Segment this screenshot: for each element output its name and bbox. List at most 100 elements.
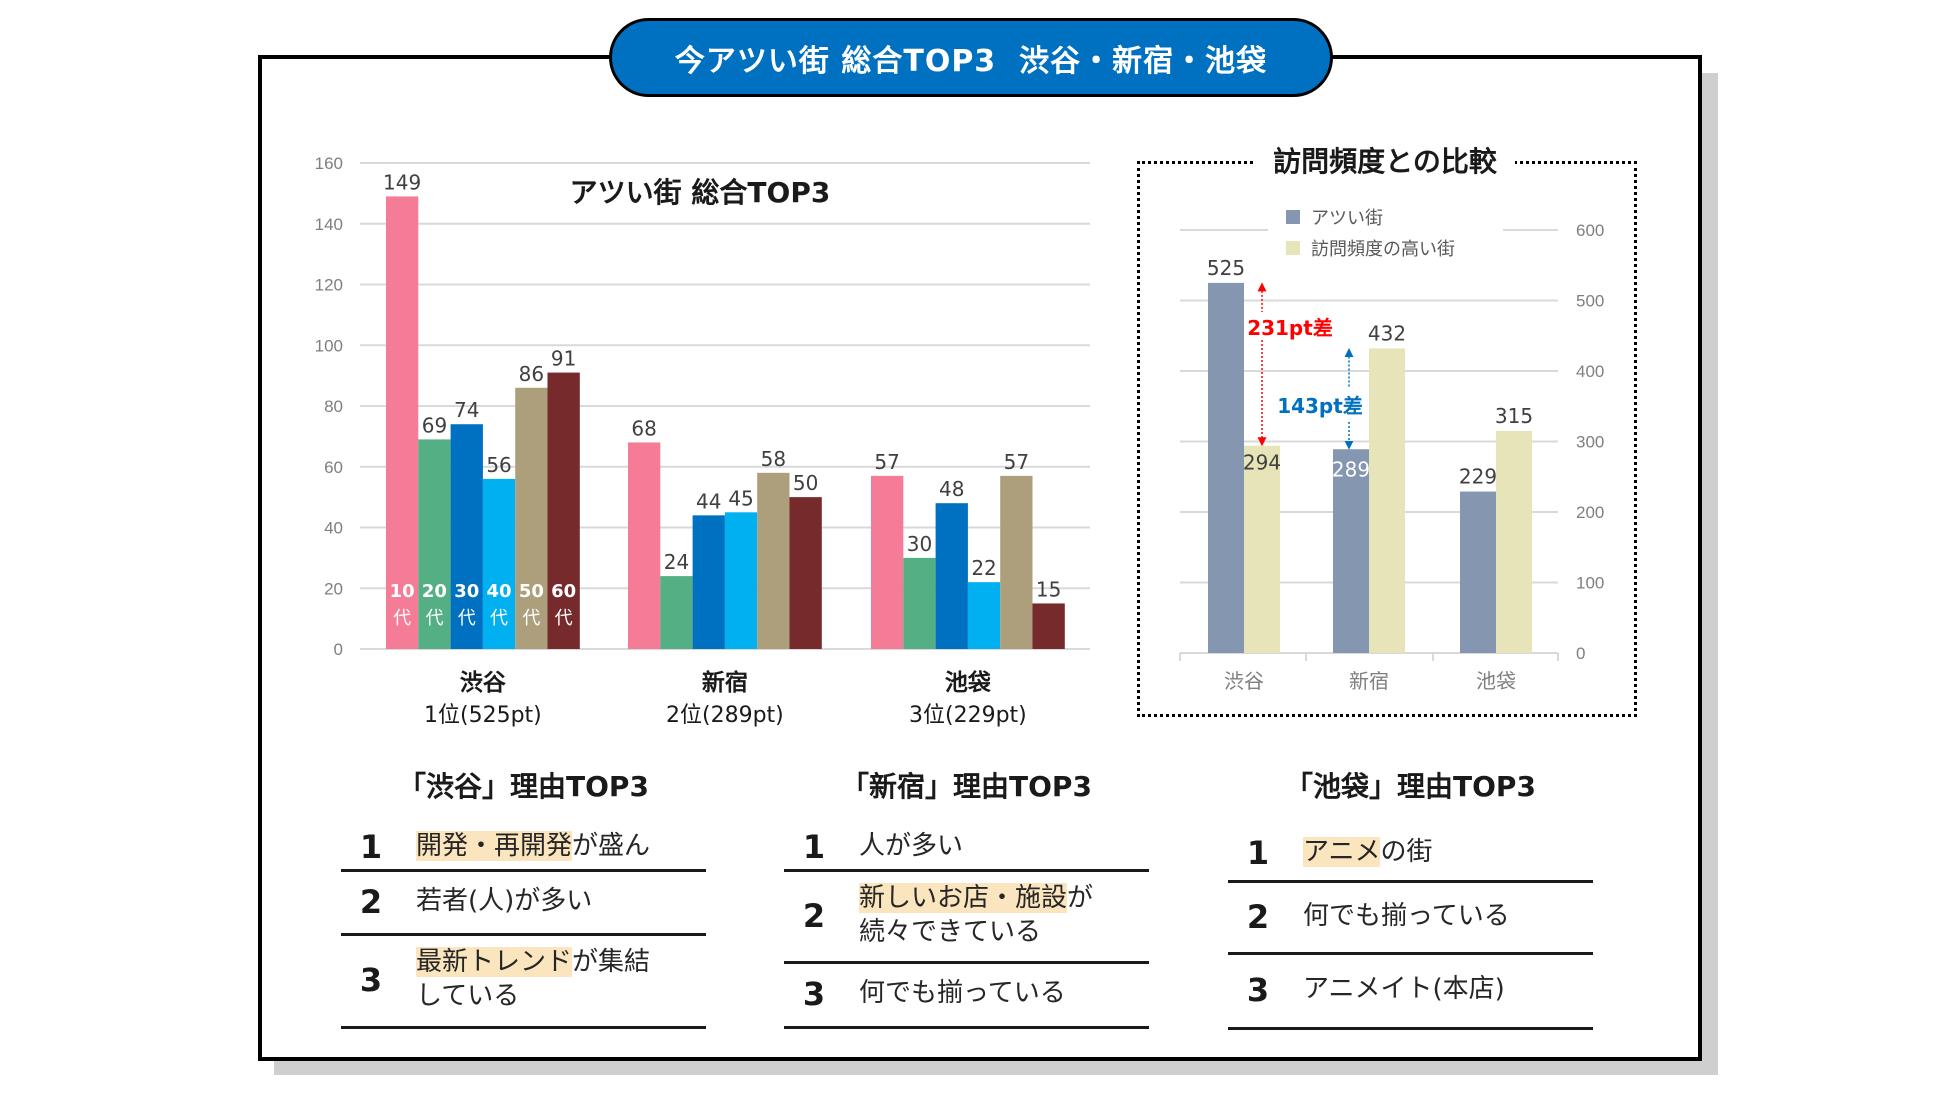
bar-20代: [660, 576, 693, 649]
data-label: 22: [971, 556, 996, 580]
y-tick-label: 100: [1576, 574, 1604, 593]
bar-10代: [871, 475, 904, 649]
reason-highlight: 最新トレンド: [416, 947, 573, 977]
comparison-title: 訪問頻度との比較: [1255, 140, 1515, 184]
diff-label-blue: 143pt差: [1277, 394, 1363, 418]
reason-rank: 1: [359, 828, 383, 866]
category-label: 渋谷: [460, 670, 507, 696]
category-label: 新宿: [1349, 669, 1389, 693]
reason-list-title: 「池袋」理由TOP3: [1285, 770, 1536, 803]
bar-10代: [386, 196, 419, 649]
bar-50代: [515, 387, 548, 649]
age-label-number: 40: [487, 581, 512, 602]
y-tick-label: 140: [315, 215, 343, 234]
reason-list-shinjuku: 「新宿」理由TOP3 1 人が多い 2 新しいお店・施設が 続々できている 3 何でも揃って…: [784, 765, 1149, 1029]
reason-text: 人が多い: [859, 829, 963, 863]
y-tick-label: 40: [324, 519, 343, 538]
reason-text: 新しいお店・施設が 続々できている: [859, 881, 1093, 949]
reason-rank: 3: [1246, 971, 1270, 1009]
reason-rank: 3: [802, 975, 826, 1013]
bar-50代: [757, 472, 790, 649]
reason-rest: が集結: [572, 947, 651, 977]
y-tick-label: 20: [324, 579, 343, 598]
data-label: 69: [422, 413, 447, 437]
y-tick-label: 0: [334, 640, 343, 659]
data-label: 48: [939, 477, 964, 501]
bar-アツい街: [1333, 449, 1369, 653]
age-label-suffix: 代: [555, 608, 573, 629]
data-label: 15: [1036, 577, 1061, 601]
reason-rank: 2: [359, 882, 383, 921]
age-label-suffix: 代: [522, 608, 540, 629]
y-tick-label: 60: [324, 458, 343, 477]
bar-30代: [935, 503, 968, 649]
category-label: 池袋: [945, 669, 992, 696]
data-label: 229: [1459, 465, 1497, 489]
data-label: 24: [664, 550, 689, 574]
reason-rest: が: [1067, 882, 1094, 913]
category-label: 渋谷: [1224, 669, 1264, 693]
reason-highlight: アニメ: [1303, 836, 1381, 867]
data-label: 432: [1368, 321, 1406, 345]
reason-rank: 1: [1246, 833, 1270, 872]
reason-item: 3 何でも揃っている: [784, 964, 1149, 1029]
reason-rest: 何でも揃っている: [1303, 900, 1510, 931]
legend-label: 訪問頻度の高い街: [1311, 239, 1455, 260]
bar-アツい街: [1208, 282, 1244, 653]
reason-item: 1 開発・再開発が盛ん: [341, 827, 706, 872]
data-label: 86: [519, 362, 544, 386]
bar-40代: [724, 512, 758, 649]
bar-60代: [547, 372, 580, 649]
y-tick-label: 100: [315, 336, 343, 355]
reason-line2: 続々できている: [859, 916, 1042, 947]
bar-20代: [418, 439, 451, 649]
data-label: 30: [907, 532, 932, 556]
bar-訪問頻度の高い街: [1244, 445, 1280, 653]
bar-60代: [789, 497, 822, 649]
reason-line2: している: [416, 981, 520, 1011]
data-label: 149: [383, 170, 421, 194]
reason-rank: 3: [359, 961, 383, 999]
bar-20代: [903, 557, 936, 649]
age-label-suffix: 代: [458, 608, 476, 629]
age-label-suffix: 代: [490, 608, 508, 629]
data-label: 289: [1332, 457, 1370, 481]
bar-60代: [1032, 603, 1065, 649]
category-label: 池袋: [1476, 669, 1516, 693]
reason-text: 若者(人)が多い: [416, 884, 592, 918]
chart-title: アツい街 総合TOP3: [570, 176, 831, 209]
banner-title: 今アツい街 総合TOP3 渋谷・新宿・池袋: [609, 18, 1333, 97]
reason-text: 何でも揃っている: [1303, 899, 1510, 933]
reason-highlight: 新しいお店・施設: [859, 882, 1068, 913]
reason-item: 1 人が多い: [784, 827, 1149, 872]
bar-30代: [450, 424, 483, 649]
data-label: 525: [1207, 256, 1245, 280]
age-label-number: 60: [551, 581, 576, 602]
reason-rank: 1: [802, 828, 826, 866]
reason-item: 2 何でも揃っている: [1228, 883, 1593, 955]
category-sublabel: 2位(289pt): [666, 703, 784, 728]
reason-list-title: 「新宿」理由TOP3: [841, 770, 1092, 803]
bar-40代: [967, 582, 1001, 649]
data-label: 57: [1004, 450, 1029, 474]
age-label-suffix: 代: [393, 608, 411, 629]
category-sublabel: 3位(229pt): [909, 703, 1027, 728]
reason-list-shibuya: 「渋谷」理由TOP3 1 開発・再開発が盛ん 2 若者(人)が多い 3 最新トレンドが集結…: [341, 765, 706, 1029]
y-tick-label: 120: [315, 276, 343, 295]
bar-10代: [628, 442, 661, 649]
reason-rest: アニメイト(本店): [1303, 974, 1505, 1004]
age-label-number: 20: [422, 581, 447, 602]
bar-訪問頻度の高い街: [1496, 430, 1532, 653]
y-tick-label: 160: [315, 154, 343, 173]
reason-text: 最新トレンドが集結している: [416, 945, 650, 1013]
reason-rest: の街: [1380, 836, 1433, 867]
reason-item: 3 最新トレンドが集結している: [341, 936, 706, 1029]
legend-label: アツい街: [1311, 208, 1383, 229]
reason-rank: 2: [802, 896, 826, 935]
y-tick-label: 200: [1576, 503, 1604, 522]
reason-highlight: 開発・再開発: [416, 831, 573, 861]
reason-item: 2 若者(人)が多い: [341, 872, 706, 936]
reason-rest: 何でも揃っている: [859, 978, 1066, 1008]
reason-list-title: 「渋谷」理由TOP3: [398, 770, 649, 803]
reason-rest: 若者(人)が多い: [416, 885, 593, 916]
